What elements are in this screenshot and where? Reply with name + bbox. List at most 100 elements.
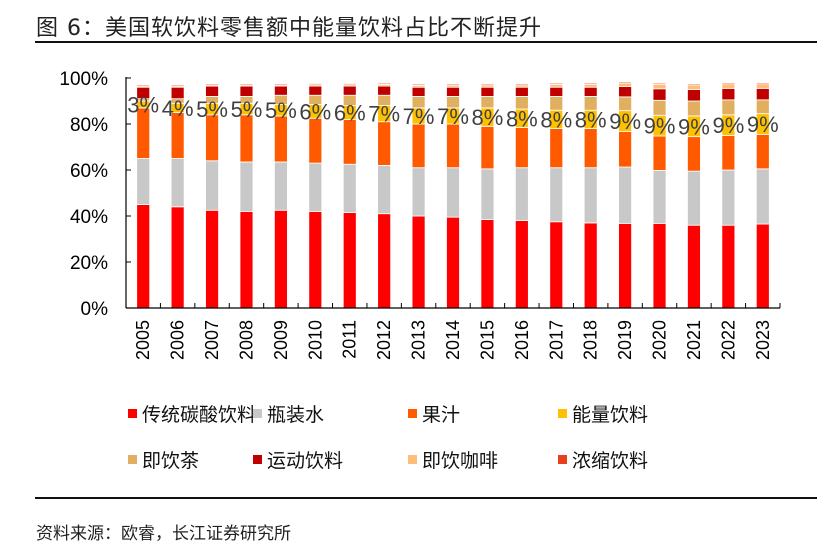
bar-segment-2-2017 — [549, 128, 564, 169]
bar-segment-5-2021 — [687, 89, 701, 102]
bar-segment-7-2021 — [687, 83, 701, 86]
bar-segment-7-2010 — [308, 83, 323, 86]
data-label-2007: 5% — [196, 97, 228, 122]
x-tick-label: 2005 — [133, 320, 153, 360]
x-tick-label: 2012 — [374, 320, 394, 360]
data-label-2021: 9% — [678, 114, 710, 139]
bar-segment-5-2020 — [652, 88, 667, 101]
bar-segment-5-2018 — [583, 86, 598, 97]
data-label-2014: 7% — [437, 104, 469, 129]
x-tick-label: 2014 — [443, 320, 463, 360]
legend-swatch — [558, 409, 567, 418]
bar-segment-5-2017 — [549, 86, 564, 97]
bar-segment-1-2014 — [446, 167, 460, 218]
data-label-2016: 8% — [506, 106, 538, 131]
bar-segment-5-2010 — [308, 85, 323, 96]
bar-segment-0-2020 — [652, 222, 667, 309]
bar-segment-1-2023 — [755, 168, 770, 225]
source-note: 资料来源：欧睿，长江证券研究所 — [36, 524, 291, 544]
bar-segment-1-2012 — [377, 164, 392, 215]
bar-segment-7-2011 — [342, 83, 357, 86]
legend-item: 即饮茶 — [128, 446, 199, 473]
data-label-2018: 8% — [575, 107, 607, 132]
data-label-2020: 9% — [644, 114, 676, 139]
bar-segment-7-2018 — [583, 82, 598, 85]
bar-segment-7-2007 — [205, 83, 219, 86]
legend-label: 果汁 — [422, 404, 461, 426]
bar-segment-2-2010 — [308, 117, 323, 164]
y-tick-label: 40% — [70, 207, 108, 228]
bar-segment-2-2011 — [342, 119, 357, 165]
bar-segment-5-2011 — [342, 85, 357, 96]
legend-item: 浓缩饮料 — [558, 446, 648, 473]
bar-segment-2-2019 — [618, 130, 633, 168]
bar-segment-5-2022 — [721, 87, 736, 101]
x-tick-label: 2023 — [753, 320, 773, 360]
x-tick-label: 2017 — [546, 320, 566, 360]
bar-segment-1-2021 — [687, 170, 701, 226]
bar-segment-1-2011 — [342, 163, 357, 213]
bar-segment-6-2017 — [549, 84, 564, 88]
bar-segment-7-2006 — [170, 84, 185, 87]
x-tick-label: 2007 — [202, 320, 222, 360]
bar-segment-1-2009 — [273, 161, 288, 211]
bar-segment-7-2005 — [136, 84, 151, 87]
bar-segment-0-2023 — [755, 223, 770, 309]
data-label-2008: 5% — [231, 97, 263, 122]
data-label-2017: 8% — [540, 107, 572, 132]
bar-segment-0-2017 — [549, 221, 564, 309]
stacked-bar-chart: 3% 4% 5% 5% 5% 6% 6% 7% 7% 7% 8% 8% 8% 8% 9% 9% 9% 9% 9%0%… — [59, 69, 781, 360]
x-tick-label: 2006 — [168, 320, 188, 360]
legend-item: 运动饮料 — [253, 446, 343, 473]
bar-segment-0-2019 — [618, 222, 633, 309]
bar-segment-1-2005 — [136, 158, 151, 205]
bar-segment-1-2020 — [652, 170, 667, 224]
x-tick-label: 2015 — [477, 320, 497, 360]
x-tick-label: 2013 — [409, 320, 429, 360]
y-tick-label: 60% — [70, 161, 108, 182]
data-label-2006: 4% — [162, 96, 194, 121]
bar-segment-5-2019 — [618, 86, 633, 98]
bar-segment-7-2019 — [618, 81, 633, 84]
x-tick-label: 2008 — [236, 320, 256, 360]
legend-item: 传统碳酸饮料 — [128, 400, 256, 427]
legend-swatch — [558, 455, 567, 464]
legend-swatch — [253, 409, 262, 418]
bar-segment-5-2012 — [377, 85, 392, 96]
legend-item: 即饮咖啡 — [408, 446, 498, 473]
bar-segment-1-2008 — [239, 161, 254, 212]
data-label-2012: 7% — [368, 102, 400, 127]
x-tick-label: 2009 — [271, 320, 291, 360]
x-tick-label: 2016 — [512, 320, 532, 360]
bar-segment-7-2009 — [273, 83, 288, 86]
legend-item: 瓶装水 — [253, 400, 324, 427]
x-tick-label: 2011 — [340, 320, 360, 359]
legend-item: 果汁 — [408, 400, 460, 427]
x-tick-label: 2020 — [650, 320, 670, 360]
data-label-2022: 9% — [712, 113, 744, 138]
bar-segment-0-2006 — [170, 206, 185, 309]
bar-segment-7-2022 — [721, 82, 736, 85]
bar-segment-6-2018 — [583, 83, 598, 88]
data-label-2010: 6% — [299, 99, 331, 124]
bar-segment-1-2010 — [308, 162, 323, 212]
bar-segment-2-2016 — [514, 127, 529, 169]
bar-segment-0-2007 — [205, 209, 219, 309]
bar-segment-6-2023 — [755, 83, 770, 89]
bar-segment-1-2016 — [514, 167, 529, 221]
data-label-2011: 6% — [334, 101, 366, 126]
bar-segment-2-2015 — [480, 125, 495, 170]
bar-segment-6-2020 — [652, 83, 667, 90]
bar-segment-1-2018 — [583, 167, 598, 224]
bar-segment-0-2015 — [480, 219, 495, 309]
y-tick-label: 80% — [70, 115, 108, 136]
bar-segment-7-2013 — [411, 83, 426, 86]
bar-segment-7-2014 — [446, 83, 460, 86]
bar-segment-0-2016 — [514, 220, 529, 309]
legend-label: 运动饮料 — [267, 450, 344, 472]
bar-segment-0-2018 — [583, 222, 598, 309]
bar-segment-5-2014 — [446, 86, 460, 97]
data-label-2013: 7% — [403, 104, 435, 129]
x-tick-label: 2021 — [684, 320, 704, 360]
bar-segment-7-2015 — [480, 83, 495, 86]
